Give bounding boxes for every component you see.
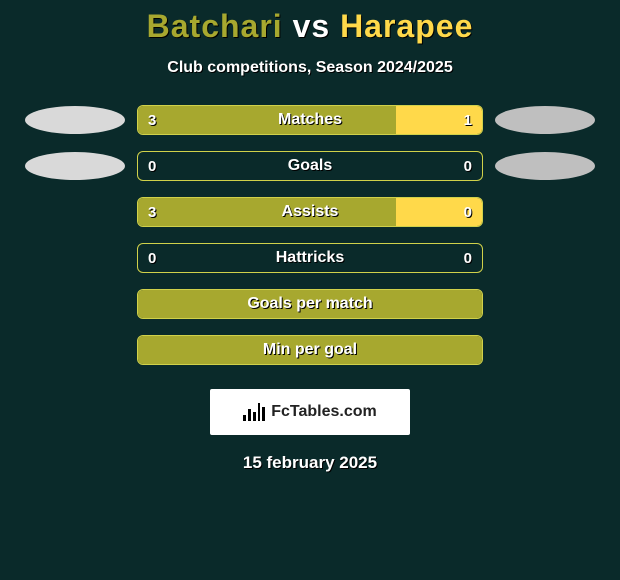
date-label: 15 february 2025 [243, 453, 377, 473]
stat-row: 30Assists [25, 197, 595, 227]
stat-label: Min per goal [138, 336, 482, 364]
stat-bar: Goals per match [137, 289, 483, 319]
brand-text: FcTables.com [271, 403, 377, 421]
avatar-spacer [25, 336, 125, 364]
subtitle: Club competitions, Season 2024/2025 [167, 59, 452, 77]
stat-row: 00Goals [25, 151, 595, 181]
brand-chart-icon [243, 403, 265, 421]
player2-avatar [495, 152, 595, 180]
stat-bar: 31Matches [137, 105, 483, 135]
vs-label: vs [293, 8, 331, 44]
player1-avatar [25, 152, 125, 180]
stat-label: Matches [138, 106, 482, 134]
avatar-spacer [25, 290, 125, 318]
page-title: Batchari vs Harapee [147, 8, 474, 45]
avatar-spacer [25, 198, 125, 226]
avatar-spacer [495, 290, 595, 318]
stat-label: Goals [138, 152, 482, 180]
stat-row: Min per goal [25, 335, 595, 365]
brand-badge[interactable]: FcTables.com [210, 389, 410, 435]
stat-row: 31Matches [25, 105, 595, 135]
player2-avatar [495, 106, 595, 134]
stat-label: Hattricks [138, 244, 482, 272]
stat-bar: 00Hattricks [137, 243, 483, 273]
comparison-card: Batchari vs Harapee Club competitions, S… [0, 0, 620, 580]
stat-label: Goals per match [138, 290, 482, 318]
stats-list: 31Matches 00Goals 30Assists 00Hattricks Goal… [25, 105, 595, 381]
stat-bar: Min per goal [137, 335, 483, 365]
avatar-spacer [495, 198, 595, 226]
avatar-spacer [495, 336, 595, 364]
stat-row: Goals per match [25, 289, 595, 319]
stat-row: 00Hattricks [25, 243, 595, 273]
stat-bar: 00Goals [137, 151, 483, 181]
player1-name: Batchari [147, 8, 283, 44]
avatar-spacer [25, 244, 125, 272]
stat-label: Assists [138, 198, 482, 226]
player1-avatar [25, 106, 125, 134]
player2-name: Harapee [340, 8, 473, 44]
avatar-spacer [495, 244, 595, 272]
stat-bar: 30Assists [137, 197, 483, 227]
